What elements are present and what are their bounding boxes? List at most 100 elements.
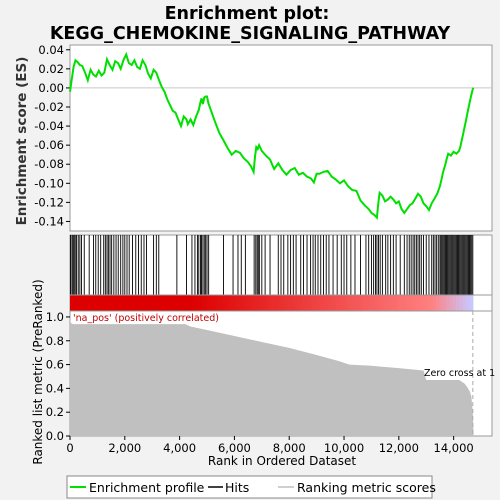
es-y-tick-label: -0.04	[34, 119, 64, 133]
band-cell	[412, 295, 417, 311]
legend: Enrichment profile Hits Ranking metric s…	[66, 475, 436, 499]
metric-x-tick-label: 12,000	[379, 441, 419, 455]
metric-x-tick-label: 2,000	[108, 441, 141, 455]
band-cell	[301, 295, 306, 311]
band-cell	[227, 295, 232, 311]
band-cell	[177, 295, 182, 311]
band-cell	[264, 295, 269, 311]
es-y-tick-label: 0.02	[38, 62, 64, 76]
band-cell	[231, 295, 236, 311]
band-cell	[254, 295, 259, 311]
band-cell	[341, 295, 346, 311]
legend-label-enrichment: Enrichment profile	[89, 480, 205, 495]
band-cell	[170, 295, 175, 311]
es-y-tick-label: -0.10	[34, 176, 64, 190]
band-cell	[459, 295, 464, 311]
band-cell	[442, 295, 447, 311]
band-cell	[328, 295, 333, 311]
band-cell	[452, 295, 457, 311]
band-cell	[456, 295, 460, 311]
band-cell	[113, 295, 118, 311]
band-cell	[190, 295, 195, 311]
metric-y-tick-label: 1.0	[46, 310, 64, 324]
band-cell	[304, 295, 309, 311]
band-cell	[284, 295, 289, 311]
band-cell	[224, 295, 229, 311]
es-y-tick-label: 0.00	[38, 81, 64, 95]
es-y-axis-label: Enrichment score (ES)	[14, 57, 30, 226]
es-y-tick-label: -0.12	[34, 195, 64, 209]
band-cell	[174, 295, 179, 311]
band-cell	[73, 295, 78, 311]
metric-y-tick-label: 0.6	[46, 358, 64, 372]
metric-area	[70, 317, 474, 436]
metric-x-tick-label: 4,000	[163, 441, 196, 455]
metric-x-tick-label: 10,000	[324, 441, 364, 455]
band-cell	[210, 295, 215, 311]
band-cells	[70, 295, 474, 311]
band-cell	[106, 295, 111, 311]
band-cell	[268, 295, 273, 311]
band-cell	[180, 295, 185, 311]
band-cell	[429, 295, 434, 311]
metric-x-tick-label: 0	[66, 441, 73, 455]
hit-markers	[70, 235, 474, 295]
band-cell	[244, 295, 249, 311]
band-cell	[281, 295, 286, 311]
band-cell	[123, 295, 128, 311]
zero-cross-note: Zero cross at 1	[424, 368, 495, 379]
band-cell	[93, 295, 98, 311]
metric-x-tick-label: 6,000	[218, 441, 251, 455]
hits-panel	[69, 234, 493, 296]
band-cell	[398, 295, 403, 311]
band-cell	[187, 295, 192, 311]
band-cell	[140, 295, 145, 311]
band-cell	[160, 295, 165, 311]
es-y-tick-label: -0.02	[34, 100, 64, 114]
band-cell	[432, 295, 437, 311]
es-plot-area	[69, 44, 493, 232]
band-cell	[331, 295, 336, 311]
band-cell	[207, 295, 212, 311]
band-cell	[70, 295, 74, 311]
band-cell	[137, 295, 142, 311]
band-cell	[288, 295, 293, 311]
band-cell	[291, 295, 296, 311]
legend-box	[66, 475, 433, 499]
band-cell	[466, 295, 471, 311]
band-cell	[362, 295, 366, 311]
band-cell	[345, 295, 350, 311]
es-y-tick-label: 0.04	[38, 43, 64, 57]
band-cell	[378, 295, 383, 311]
band-cell	[409, 295, 413, 311]
band-cell	[415, 295, 420, 311]
band-cell	[100, 295, 105, 311]
band-cell	[116, 295, 121, 311]
metric-x-axis-label: Rank in Ordered Dataset	[208, 454, 356, 468]
band-cell	[368, 295, 373, 311]
band-cell	[80, 295, 85, 311]
band-cell	[321, 295, 326, 311]
band-cell	[86, 295, 91, 311]
metric-y-tick-label: 0.2	[46, 405, 64, 419]
band-cell	[439, 295, 444, 311]
band-cell	[405, 295, 410, 311]
band-cell	[469, 295, 474, 311]
band-cell	[311, 295, 316, 311]
es-enrichment-line	[69, 51, 475, 220]
band-cell	[237, 295, 242, 311]
band-cell	[385, 295, 390, 311]
metric-y-tick-label: 0.4	[46, 381, 64, 395]
es-y-tick-label: -0.08	[34, 157, 64, 171]
band-cell	[194, 295, 199, 311]
band-cell	[103, 295, 108, 311]
band-cell	[234, 295, 239, 311]
band-cell	[110, 295, 115, 311]
band-cell	[278, 295, 283, 311]
band-cell	[365, 295, 370, 311]
band-cell	[261, 295, 266, 311]
legend-label-hits: Hits	[225, 480, 249, 495]
band-cell	[83, 295, 88, 311]
band-cell	[294, 295, 299, 311]
